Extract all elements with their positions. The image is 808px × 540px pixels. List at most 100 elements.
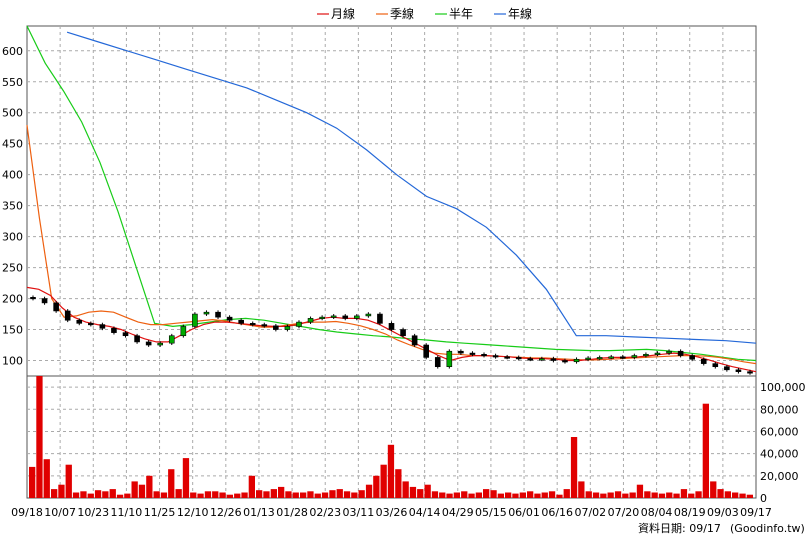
volume-bar (651, 492, 658, 498)
volume-bar (622, 493, 629, 498)
grid-lines (27, 26, 756, 498)
x-tick-label: 04/29 (442, 506, 474, 519)
volume-bar (453, 492, 460, 498)
candle-body (76, 319, 83, 324)
candle-body (99, 324, 106, 329)
candle-body (307, 318, 314, 323)
volume-bar (36, 376, 43, 498)
candle-body (284, 326, 291, 330)
candle-body (735, 369, 742, 372)
volume-bar (512, 493, 519, 498)
volume-bar (490, 490, 497, 498)
volume-bar (614, 491, 622, 498)
volume-bar (241, 492, 248, 498)
candle-body (215, 311, 221, 318)
volume-bar (58, 484, 65, 498)
price-tick-label: 350 (2, 200, 23, 213)
candle-body (539, 358, 545, 361)
x-tick-label: 09/17 (740, 506, 772, 519)
volume-bar (380, 464, 387, 498)
volume-bar (351, 492, 358, 498)
candle-body (157, 342, 164, 346)
legend-quarter-label: 季線 (390, 6, 414, 21)
volume-bar (204, 491, 212, 498)
x-tick-label: 08/04 (641, 506, 673, 519)
volume-bar (153, 491, 160, 498)
candle-body (30, 297, 36, 300)
volume-bar (724, 491, 731, 498)
volume-bar (285, 491, 292, 498)
volume-bar (336, 489, 343, 498)
x-tick-label: 01/28 (276, 506, 308, 519)
volume-bar (636, 484, 644, 498)
volume-bar (592, 492, 600, 498)
price-tick-label: 200 (2, 293, 23, 306)
candle-body (515, 357, 522, 360)
candle-body (747, 371, 753, 374)
volume-bar (80, 491, 87, 498)
candle-body (411, 335, 418, 346)
candle-body (296, 321, 302, 327)
candle-body (203, 311, 210, 315)
volume-bar (563, 489, 570, 498)
legend-year-label: 年線 (508, 6, 532, 21)
candle-body (354, 315, 360, 319)
x-tick-label: 05/15 (475, 506, 507, 519)
candle-body (388, 323, 395, 330)
volume-bar (607, 492, 614, 498)
volume-bar (72, 492, 80, 498)
volume-bar (688, 493, 695, 498)
x-tick-label: 04/14 (409, 506, 441, 519)
volume-bar (190, 492, 197, 498)
candle-body (111, 328, 117, 333)
volume-bar (358, 490, 365, 498)
volume-bar (585, 491, 592, 498)
candle-body (330, 315, 337, 318)
x-tick-label: 08/19 (674, 506, 706, 519)
volume-bar (212, 491, 219, 498)
volume-bar (570, 437, 578, 498)
x-tick-label: 07/02 (574, 506, 606, 519)
candle-body (550, 358, 557, 361)
volume-bar (29, 466, 36, 498)
candle-body (319, 316, 325, 319)
candle-body (342, 315, 349, 319)
volume-bar (175, 489, 182, 498)
volume-tick-label: 0 (760, 492, 767, 505)
candle-body (446, 350, 453, 368)
candle-body (562, 360, 568, 363)
candle-body (41, 298, 48, 304)
candle-body (192, 313, 198, 327)
x-tick-label: 10/07 (44, 506, 76, 519)
volume-bar (307, 491, 314, 498)
x-tick-label: 09/18 (11, 506, 43, 519)
candle-body (666, 350, 672, 354)
candle-body (689, 355, 695, 360)
volume-bar (102, 491, 109, 498)
volume-bar (680, 489, 688, 498)
candle-body (643, 354, 649, 357)
volume-bar (343, 491, 351, 498)
volume-bar (710, 481, 717, 498)
candle-body (168, 335, 175, 344)
candle-body (677, 350, 684, 356)
volume-bar (138, 484, 146, 498)
volume-bar (94, 490, 102, 498)
volume-bar (314, 493, 321, 498)
volume-bar (109, 489, 116, 498)
volume-bars (29, 376, 753, 498)
candle-body (469, 352, 476, 355)
x-tick-label: 11/10 (111, 506, 143, 519)
volume-bar (673, 493, 680, 498)
candle-body (585, 357, 591, 360)
candle-body (226, 316, 233, 321)
volume-bar (519, 492, 526, 498)
volume-bar (116, 494, 124, 498)
volume-bar (548, 491, 556, 498)
volume-bar (51, 489, 58, 498)
candle-body (88, 323, 94, 326)
candle-body (596, 357, 603, 360)
candle-body (527, 358, 534, 361)
site-label: (Goodinfo.tw) (730, 522, 805, 535)
candle-body (423, 344, 429, 358)
